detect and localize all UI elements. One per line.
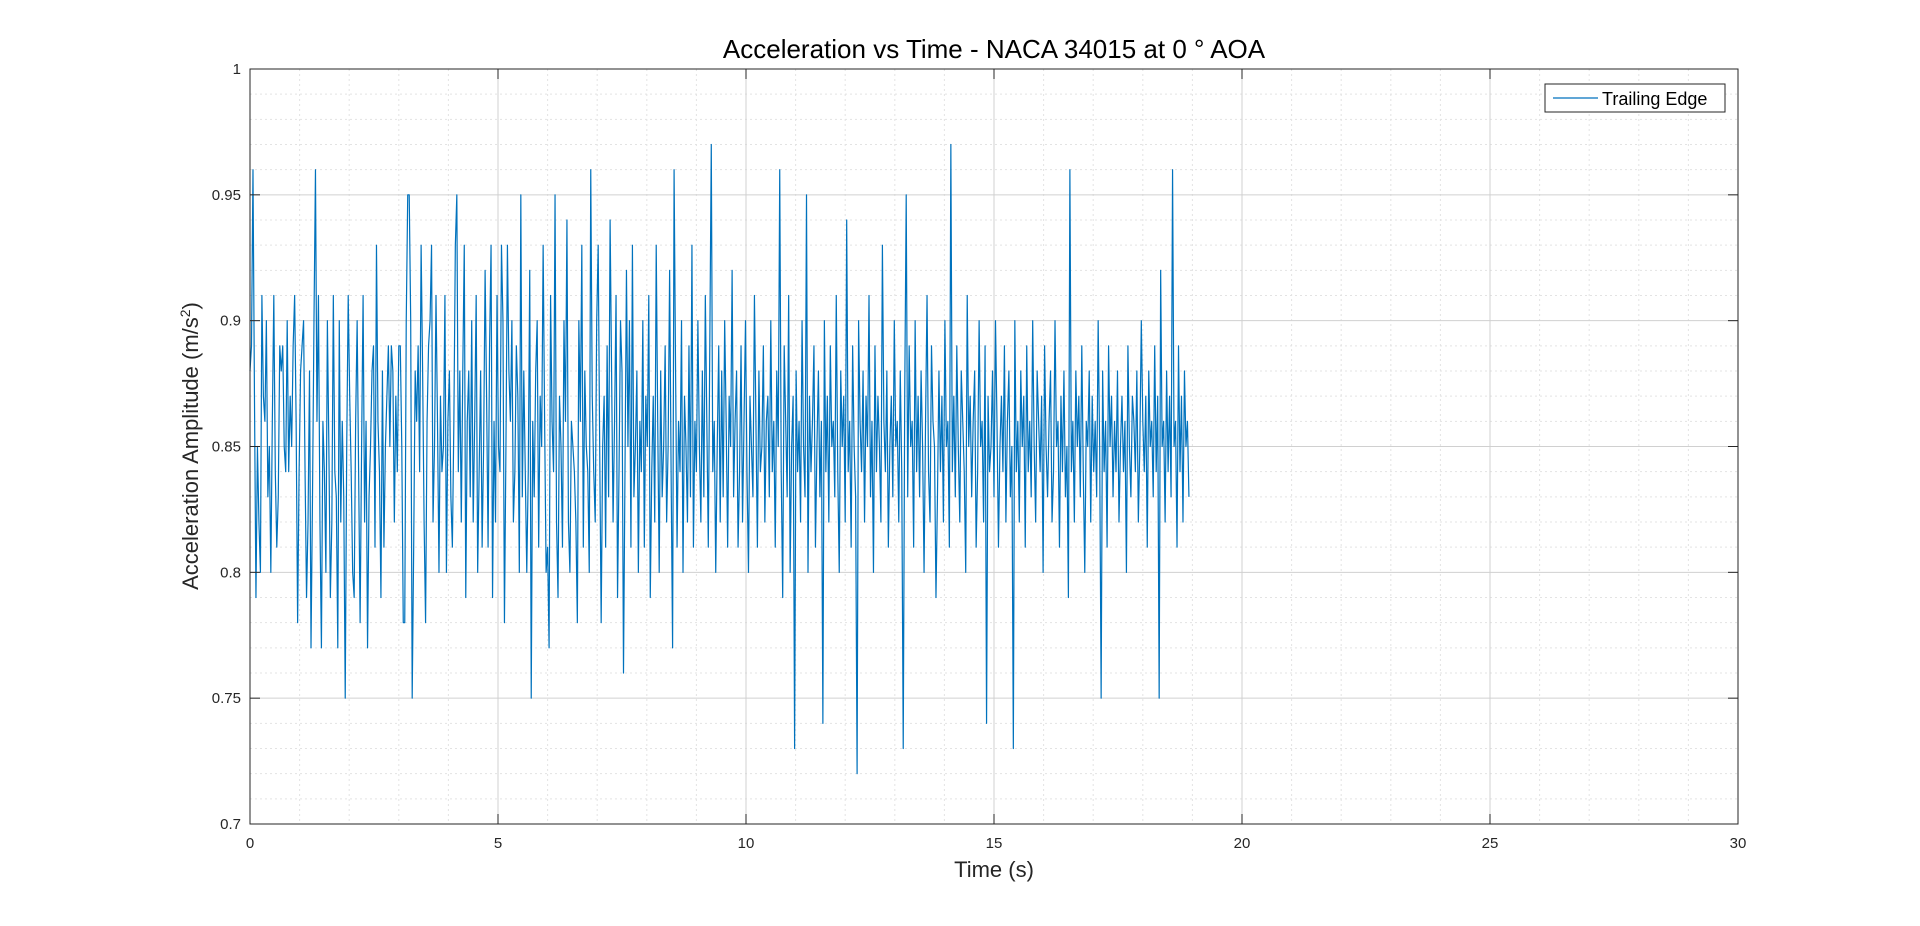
series-layer: [249, 143, 1190, 775]
chart-title: Acceleration vs Time - NACA 34015 at 0 °…: [723, 34, 1266, 64]
y-tick-label: 1: [233, 61, 241, 78]
x-tick-label: 10: [738, 835, 755, 852]
y-tick-label: 0.9: [220, 313, 241, 330]
y-tick-label: 0.85: [212, 439, 241, 456]
y-tick-label: 0.8: [220, 564, 241, 581]
y-tick-label: 0.7: [220, 816, 241, 833]
x-tick-label: 20: [1234, 835, 1251, 852]
y-axis-label-superscript: 2: [177, 309, 193, 317]
y-tick-label: 0.75: [212, 690, 241, 707]
legend[interactable]: Trailing Edge: [1544, 83, 1726, 113]
x-tick-label: 25: [1482, 835, 1499, 852]
y-axis-label-main: Acceleration Amplitude (m/s: [178, 317, 203, 590]
legend-label-trailing-edge: Trailing Edge: [1602, 89, 1707, 109]
y-tick-label: 0.95: [212, 187, 241, 204]
series-line-trailing-edge: [249, 143, 1190, 775]
x-axis-label: Time (s): [954, 857, 1034, 882]
y-axis-label: Acceleration Amplitude (m/s2): [177, 302, 203, 590]
axis-ticks: [249, 68, 1739, 825]
x-tick-label: 0: [246, 835, 254, 852]
y-tick-labels: 0.7 0.75 0.8 0.85 0.9 0.95 1: [212, 61, 241, 833]
x-tick-labels: 0 5 10 15 20 25 30: [246, 835, 1747, 852]
x-tick-label: 15: [986, 835, 1003, 852]
x-tick-label: 30: [1730, 835, 1747, 852]
x-tick-label: 5: [494, 835, 502, 852]
y-axis-label-close: ): [178, 302, 203, 309]
